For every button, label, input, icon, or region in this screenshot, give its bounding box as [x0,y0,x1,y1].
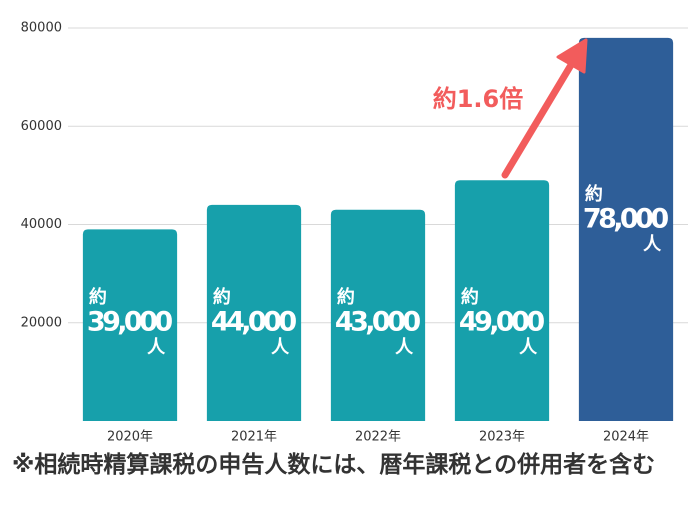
y-tick-label: 20000 [21,315,62,330]
value-label-suffix: 人 [395,337,414,358]
value-label-prefix: 約 [585,183,603,205]
bar [330,209,426,421]
y-tick-label: 60000 [21,119,62,134]
x-tick-label: 2023年 [479,430,525,445]
x-tick-label: 2020年 [107,430,153,445]
value-label-suffix: 人 [271,337,290,358]
arrow-head [556,38,588,74]
footnote: ※相続時精算課税の申告人数には、暦年課税との併用者を含む [12,452,656,478]
bar [454,180,550,421]
value-label-prefix: 約 [89,286,107,308]
y-tick-label: 80000 [21,21,62,36]
value-label-prefix: 約 [337,286,355,308]
value-label: 44,000 [211,307,297,338]
bar [578,37,674,421]
value-label-suffix: 人 [147,337,166,358]
value-label: 78,000 [583,203,669,234]
x-tick-label: 2024年 [603,430,649,445]
value-label: 49,000 [459,307,545,338]
x-tick-label: 2021年 [231,430,277,445]
arrow-shaft [501,51,581,179]
value-label: 39,000 [87,307,173,338]
bar [206,204,302,421]
y-tick-label: 40000 [21,217,62,232]
chart: 200004000060000800002020年約39,000人2021年約4… [21,21,688,445]
annotation: 約1.6倍 [433,85,524,113]
bar [82,229,178,421]
value-label: 43,000 [335,307,421,338]
value-label-suffix: 人 [519,337,538,358]
value-label-prefix: 約 [213,286,231,308]
x-tick-label: 2022年 [355,430,401,445]
value-label-prefix: 約 [461,286,479,308]
value-label-suffix: 人 [643,234,662,255]
